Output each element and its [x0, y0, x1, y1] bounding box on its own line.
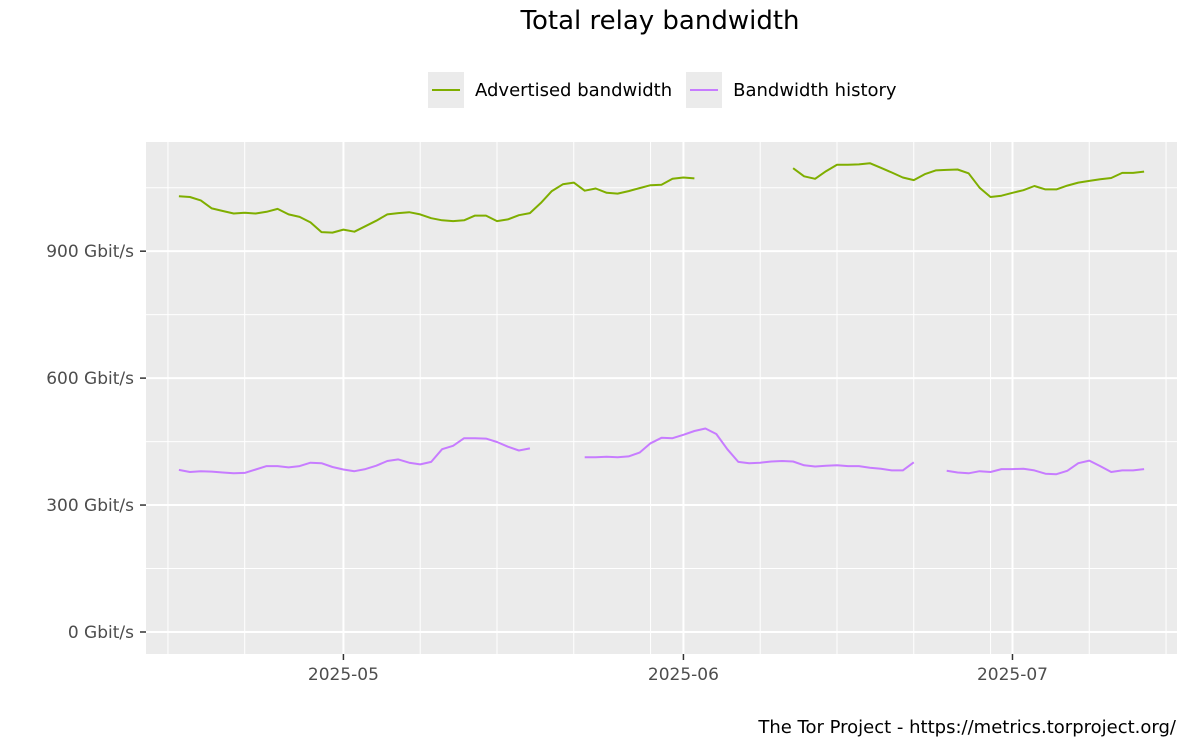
legend-item-history: Bandwidth history — [686, 72, 897, 108]
series-line-1 — [946, 459, 1145, 476]
series-layer — [178, 162, 1145, 476]
x-tick-label: 2025-06 — [648, 665, 719, 685]
legend-label-advertised: Advertised bandwidth — [475, 79, 673, 101]
y-tick-label: 900 Gbit/s — [46, 242, 134, 262]
x-tick-label: 2025-05 — [308, 665, 379, 685]
chart-title: Total relay bandwidth — [520, 6, 800, 36]
series-line-1 — [584, 427, 915, 472]
series-line-0 — [792, 162, 1145, 198]
y-axis: 0 Gbit/s 300 Gbit/s 600 Gbit/s 900 Gbit/s — [46, 242, 146, 643]
legend-label-history: Bandwidth history — [733, 79, 897, 101]
y-tick-label: 600 Gbit/s — [46, 369, 134, 389]
x-tick-label: 2025-07 — [977, 665, 1048, 685]
x-axis: 2025-05 2025-06 2025-07 — [308, 654, 1048, 685]
y-tick-label: 300 Gbit/s — [46, 496, 134, 516]
legend-key-advertised — [428, 72, 464, 108]
grid-major — [146, 142, 1177, 654]
legend-item-advertised: Advertised bandwidth — [428, 72, 672, 108]
series-line-0 — [178, 176, 695, 234]
legend-key-history — [686, 72, 723, 108]
grid-minor — [146, 142, 1177, 654]
credit-text: The Tor Project - https://metrics.torpro… — [758, 717, 1176, 738]
series-line-1 — [178, 437, 531, 475]
plot-panel — [146, 142, 1177, 654]
legend: Advertised bandwidth Bandwidth history — [428, 72, 911, 108]
y-tick-label: 0 Gbit/s — [68, 623, 134, 643]
